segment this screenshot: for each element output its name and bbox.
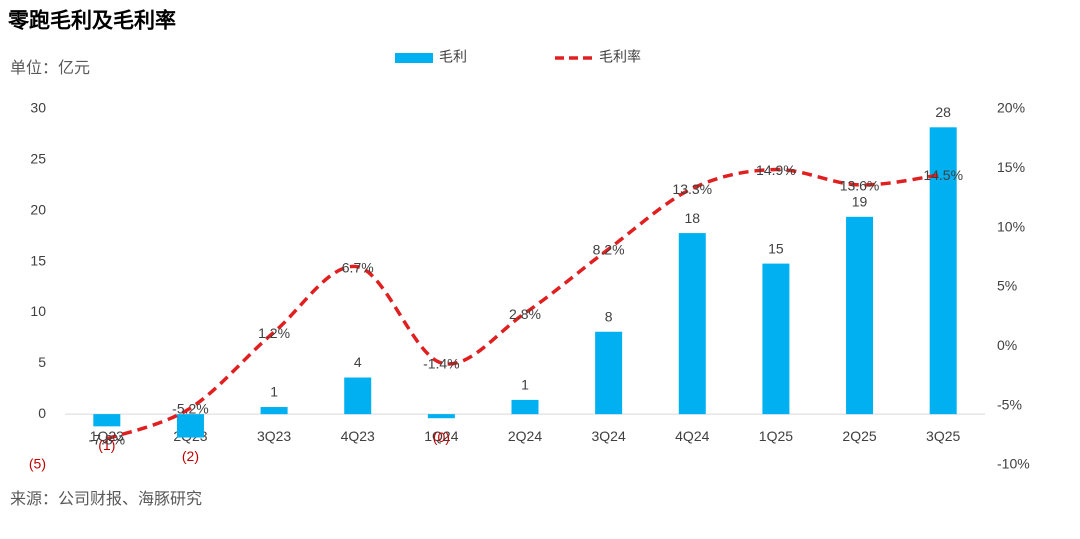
legend-label: 毛利率 [599,49,641,65]
x-tick-label: 4Q23 [341,428,375,444]
unit-label: 单位：亿元 [10,59,90,77]
x-tick-label: 1Q24 [424,428,458,444]
x-tick-label: 3Q25 [926,428,960,444]
bar-value-label: (0) [433,429,450,445]
y-tick-label: (5) [29,456,46,472]
x-tick-label: 1Q23 [90,428,124,444]
bar [176,414,204,438]
bar [344,377,372,415]
y2-tick-label: 10% [997,218,1025,234]
bar [427,414,455,419]
bar-value-label: 28 [935,104,951,120]
line-value-label: 1.2% [258,325,290,341]
bar-value-label: (2) [182,448,199,464]
y2-tick-label: -10% [997,456,1030,472]
x-tick-label: 4Q24 [675,428,709,444]
bar [93,414,121,427]
bar-value-label: (1) [98,437,115,453]
x-tick-label: 3Q24 [592,428,626,444]
legend-swatch [395,53,433,63]
source-note: 来源：公司财报、海豚研究 [10,490,202,508]
x-tick-label: 3Q23 [257,428,291,444]
legend-label: 毛利 [439,49,467,65]
bar-value-label: 18 [684,210,700,226]
bar-value-label: 1 [270,384,278,400]
line [106,167,944,441]
line-value-label: 14.5% [923,167,963,183]
y2-tick-label: 15% [997,159,1025,175]
bar [595,331,623,415]
bar-value-label: 4 [354,354,362,370]
y2-tick-label: 5% [997,278,1017,294]
bar-value-label: 8 [605,308,613,324]
y-tick-label: 5 [38,354,46,370]
line-value-label: 13.6% [840,178,880,194]
bar [511,399,539,415]
bar [678,233,706,415]
line-value-label: 13.3% [672,181,712,197]
line-value-label: -1.4% [423,356,460,372]
bar-value-label: 19 [852,194,868,210]
y-tick-label: 10 [30,303,46,319]
line-value-label: -5.2% [172,401,209,417]
line-value-label: -7.8% [89,432,126,448]
y2-tick-label: 20% [997,100,1025,116]
line-value-label: 14.9% [756,162,796,178]
chart-title: 零跑毛利及毛利率 [7,9,176,33]
y2-tick-label: -5% [997,396,1022,412]
bar [762,263,790,415]
bar [846,216,874,415]
y-tick-label: 30 [30,100,46,116]
y-tick-label: 0 [38,405,46,421]
y-tick-label: 25 [30,151,46,167]
line-value-label: 6.7% [342,260,374,276]
bar [260,407,288,415]
y-tick-label: 15 [30,252,46,268]
line-value-label: 8.2% [593,242,625,258]
y-tick-label: 20 [30,201,46,217]
x-tick-label: 2Q25 [842,428,876,444]
x-tick-label: 1Q25 [759,428,793,444]
x-tick-label: 2Q24 [508,428,542,444]
bar-value-label: 1 [521,377,529,393]
line-value-label: 2.8% [509,306,541,322]
y2-tick-label: 0% [997,337,1017,353]
bar-value-label: 15 [768,240,784,256]
